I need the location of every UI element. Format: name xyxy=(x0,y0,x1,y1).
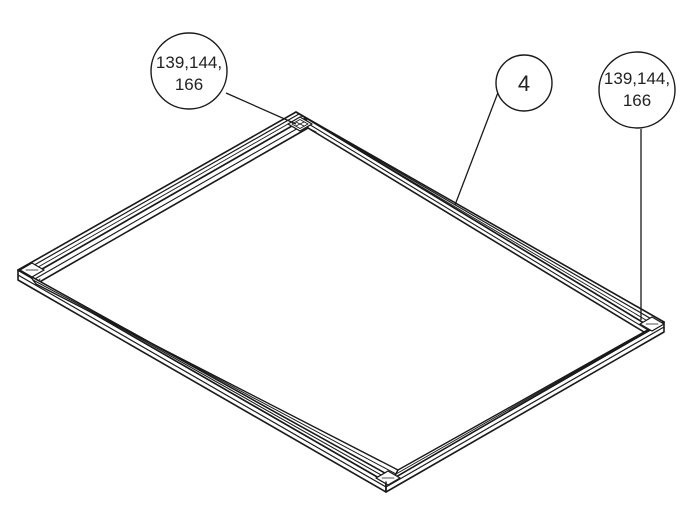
leader-lines xyxy=(225,81,642,320)
leader-line-left xyxy=(225,92,297,125)
frame-rail-top-right xyxy=(295,111,665,333)
callout-balloon-right: 139,144, 166 xyxy=(598,51,676,129)
corner-bracket-left xyxy=(19,262,45,278)
leader-line-middle xyxy=(454,81,503,206)
frame-rail-bottom-right xyxy=(385,321,665,493)
frame-rail-bottom-left xyxy=(17,269,399,493)
balloon-label-line2: 166 xyxy=(623,91,651,110)
corner-bracket-top xyxy=(287,116,313,132)
balloon-circle xyxy=(598,51,676,129)
callout-balloon-middle: 4 xyxy=(495,54,553,112)
balloon-circle xyxy=(150,32,228,110)
balloon-label: 4 xyxy=(518,71,530,96)
frame-assembly xyxy=(17,111,665,493)
corner-bracket-bottom xyxy=(375,470,401,493)
balloon-label-line2: 166 xyxy=(175,75,203,94)
balloon-label-line1: 139,144, xyxy=(604,69,670,88)
corner-bracket-right xyxy=(639,316,665,332)
frame-rail-top-left xyxy=(17,111,309,285)
balloon-circle xyxy=(495,54,553,112)
callout-balloon-left: 139,144, 166 xyxy=(150,32,228,110)
balloon-label-line1: 139,144, xyxy=(156,53,222,72)
